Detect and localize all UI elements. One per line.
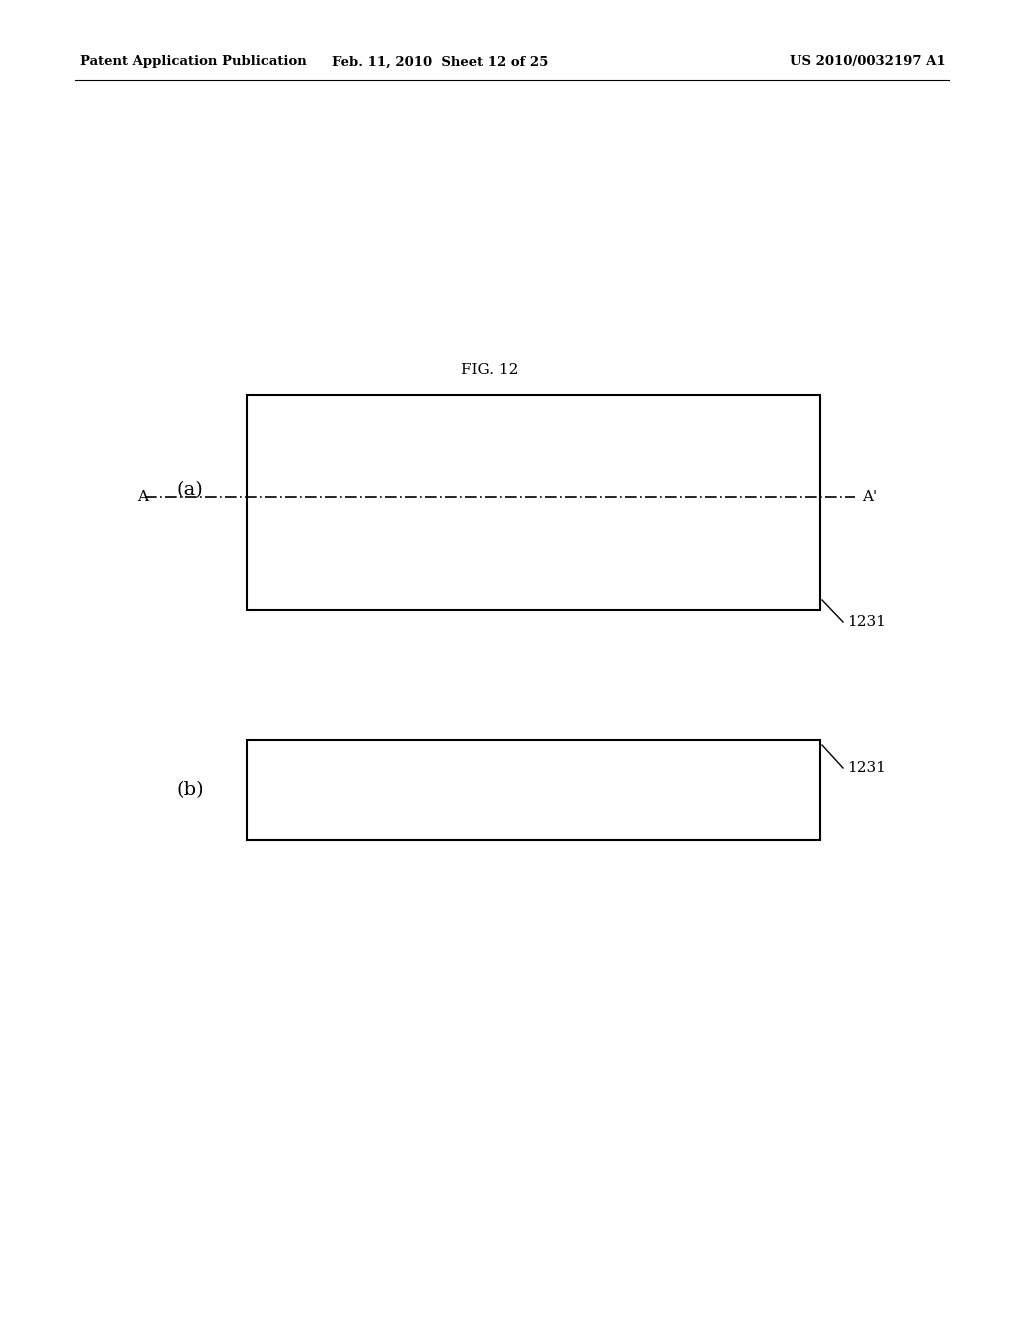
Text: A: A — [137, 490, 148, 504]
Bar — [247, 395, 820, 610]
Text: A': A' — [862, 490, 878, 504]
Text: 1231: 1231 — [847, 615, 886, 630]
Text: US 2010/0032197 A1: US 2010/0032197 A1 — [791, 55, 946, 69]
Bar — [247, 741, 820, 840]
Text: FIG. 12: FIG. 12 — [462, 363, 519, 378]
Text: (b): (b) — [176, 781, 204, 799]
Text: 1231: 1231 — [847, 762, 886, 775]
Text: (a): (a) — [176, 480, 204, 499]
Text: Feb. 11, 2010  Sheet 12 of 25: Feb. 11, 2010 Sheet 12 of 25 — [332, 55, 549, 69]
Text: Patent Application Publication: Patent Application Publication — [80, 55, 307, 69]
